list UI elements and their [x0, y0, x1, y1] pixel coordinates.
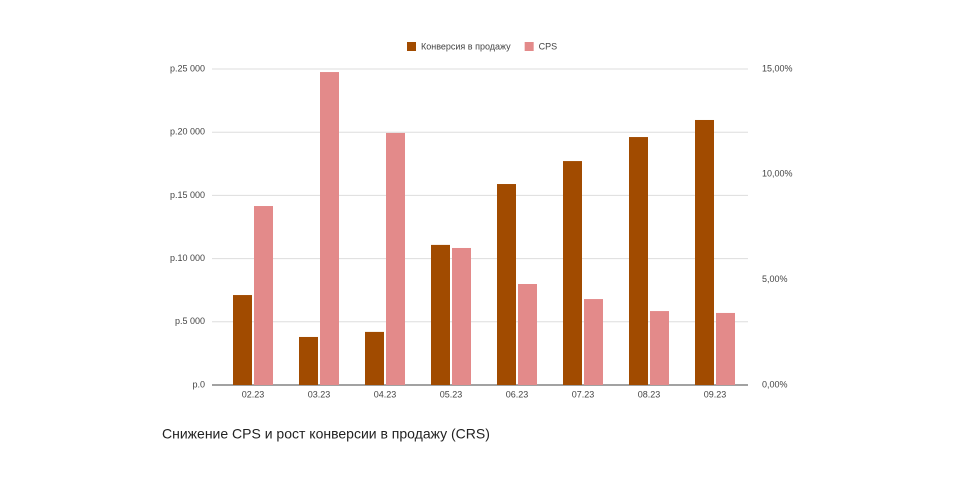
y-tick-label: р.10 000: [170, 253, 205, 263]
legend-label: CPS: [539, 41, 558, 51]
y-tick-label: р.25 000: [170, 63, 205, 73]
y2-tick-label: 5,00%: [762, 274, 788, 284]
bar: [299, 336, 318, 385]
bar: [695, 119, 714, 386]
legend-label: Конверсия в продажу: [421, 41, 511, 51]
x-tick-label: 06.23: [506, 389, 529, 399]
x-tick-label: 05.23: [440, 389, 463, 399]
chart-caption: Снижение CPS и рост конверсии в продажу …: [162, 426, 490, 442]
bar: [716, 312, 735, 385]
y-tick-label: р.20 000: [170, 127, 205, 137]
bar: [320, 72, 339, 385]
bar: [386, 132, 405, 385]
bar: [431, 244, 450, 385]
bar: [233, 295, 252, 385]
x-tick-label: 04.23: [374, 389, 397, 399]
x-tick-label: 09.23: [704, 389, 727, 399]
x-tick-label: 03.23: [308, 389, 331, 399]
y2-tick-label: 10,00%: [762, 169, 793, 179]
y-tick-label: р.0: [192, 379, 205, 389]
y-tick-label: р.5 000: [175, 316, 205, 326]
legend-swatch: [407, 42, 416, 51]
bar: [254, 206, 273, 385]
x-tick-label: 07.23: [572, 389, 595, 399]
x-tick-label: 02.23: [242, 389, 265, 399]
y-tick-label: р.15 000: [170, 190, 205, 200]
bar: [452, 247, 471, 385]
bar: [518, 284, 537, 385]
y2-tick-label: 15,00%: [762, 63, 793, 73]
bar: [365, 331, 384, 385]
bar: [650, 311, 669, 385]
legend-swatch: [524, 42, 534, 51]
y2-tick-label: 0,00%: [762, 379, 788, 389]
bar: [584, 299, 603, 385]
bar: [497, 184, 516, 385]
x-tick-label: 08.23: [638, 389, 661, 399]
bar: [563, 161, 582, 385]
bar: [629, 137, 648, 385]
